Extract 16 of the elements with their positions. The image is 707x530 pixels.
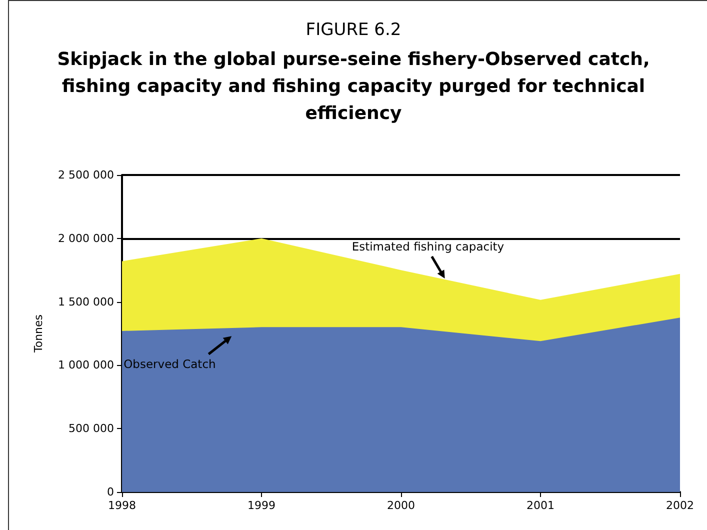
y-axis-title: Tonnes bbox=[32, 314, 45, 354]
x-tick-label: 2002 bbox=[666, 499, 694, 512]
series-label: Estimated fishing capacity bbox=[352, 240, 504, 254]
series-label: Observed Catch bbox=[124, 357, 216, 372]
chart-subtitle: Skipjack in the global purse-seine fishery-Observed catch, fishing capacity and fishing capacity purged for technical efficiency bbox=[56, 48, 651, 126]
x-tick-label: 1999 bbox=[248, 499, 276, 512]
y-tick-label: 2 000 000 bbox=[58, 232, 114, 245]
y-tick-label: 2 500 000 bbox=[58, 168, 114, 182]
y-tick-label: 1 500 000 bbox=[58, 295, 114, 308]
x-tick-label: 2000 bbox=[387, 499, 415, 512]
x-tick-label: 2001 bbox=[526, 499, 554, 512]
y-tick-label: 500 000 bbox=[68, 422, 114, 436]
y-tick-label: 0 bbox=[107, 486, 114, 498]
y-tick-label: 1 000 000 bbox=[58, 358, 114, 372]
chart-title: FIGURE 6.2 bbox=[304, 20, 402, 40]
x-tick-label: 1998 bbox=[108, 499, 136, 512]
